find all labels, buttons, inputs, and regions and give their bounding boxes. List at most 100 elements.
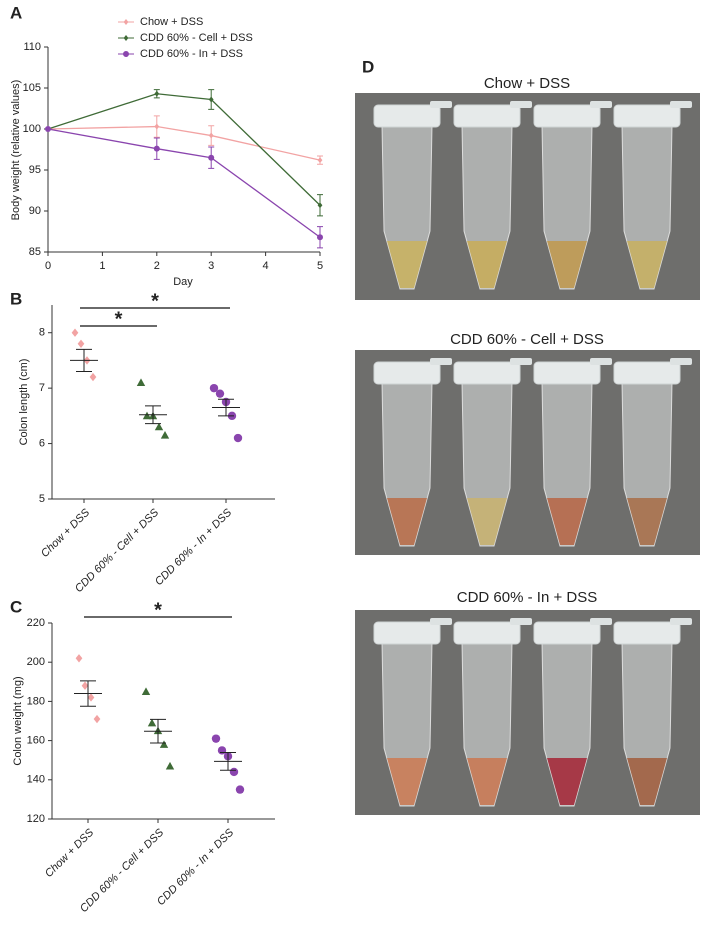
marker — [235, 785, 245, 794]
marker — [154, 90, 160, 97]
tube-liquid — [627, 241, 667, 288]
legend-label: CDD 60% - Cell + DSS — [140, 32, 253, 44]
tube-hinge — [670, 358, 692, 365]
series-line — [47, 128, 321, 238]
tube-liquid — [547, 241, 587, 288]
marker — [317, 202, 323, 209]
marker — [217, 746, 227, 755]
marker — [160, 431, 170, 439]
marker — [154, 123, 160, 130]
y-tick-label: 7 — [39, 382, 45, 394]
marker — [165, 761, 175, 770]
tube-liquid — [387, 758, 427, 805]
y-tick-label: 90 — [29, 205, 41, 217]
tube-cap — [613, 361, 681, 385]
y-tick-label: 120 — [27, 813, 45, 825]
error-bar — [80, 680, 96, 707]
tube-hinge — [590, 618, 612, 625]
error-bar — [150, 718, 166, 744]
y-axis-label: Body weight (relative values) — [10, 80, 22, 221]
y-tick-label: 6 — [39, 437, 45, 449]
y-tick-label: 160 — [27, 735, 45, 747]
tube-cap — [453, 361, 521, 385]
y-tick-label: 140 — [27, 774, 45, 786]
tube-hinge — [670, 101, 692, 108]
marker — [147, 718, 157, 727]
marker — [123, 51, 129, 57]
marker — [208, 96, 214, 103]
photo-title: CDD 60% - Cell + DSS — [450, 331, 604, 348]
panel-label: B — [10, 289, 22, 308]
marker — [154, 422, 164, 431]
marker — [209, 383, 219, 393]
error-bar — [220, 752, 236, 771]
error-bar — [76, 348, 92, 373]
tube-cap — [533, 104, 601, 128]
marker — [215, 389, 225, 398]
tube-liquid — [467, 241, 507, 288]
y-axis-label: Colon length (cm) — [18, 359, 30, 446]
tube-hinge — [670, 618, 692, 625]
tube-cap — [613, 104, 681, 128]
tube-hinge — [430, 358, 452, 365]
tube-hinge — [590, 358, 612, 365]
x-tick-label: 0 — [45, 260, 51, 272]
marker — [317, 234, 323, 241]
y-tick-label: 95 — [29, 164, 41, 176]
marker — [317, 157, 323, 164]
y-tick-label: 220 — [27, 617, 45, 629]
tube-liquid — [467, 758, 507, 805]
x-tick-label: CDD 60% - In + DSS — [153, 506, 235, 588]
tube-cap — [373, 361, 441, 385]
tube-liquid — [547, 758, 587, 805]
tube-hinge — [430, 101, 452, 108]
x-tick-label: 1 — [99, 260, 105, 272]
marker — [123, 35, 129, 41]
y-tick-label: 5 — [39, 493, 45, 505]
y-tick-label: 100 — [23, 123, 41, 135]
y-tick-label: 105 — [23, 82, 41, 94]
significance-label: * — [154, 599, 162, 621]
marker — [211, 734, 221, 743]
marker — [142, 411, 152, 420]
tube-hinge — [590, 101, 612, 108]
tube-cap — [533, 361, 601, 385]
x-tick-label: CDD 60% - In + DSS — [155, 826, 237, 908]
x-tick-label: Chow + DSS — [39, 506, 93, 560]
marker — [81, 681, 89, 690]
tube-liquid — [547, 498, 587, 545]
legend-label: Chow + DSS — [140, 16, 203, 28]
marker — [208, 132, 214, 139]
panel-label: A — [10, 3, 22, 22]
marker — [141, 687, 151, 695]
photo-title: Chow + DSS — [484, 75, 570, 92]
marker — [93, 714, 101, 724]
marker — [159, 740, 169, 748]
error-bar — [218, 398, 234, 417]
tube-hinge — [510, 618, 532, 625]
marker — [229, 767, 239, 777]
tube-liquid — [627, 498, 667, 545]
tube-hinge — [510, 101, 532, 108]
y-tick-label: 200 — [27, 656, 45, 668]
x-axis-label: Day — [173, 276, 193, 288]
marker — [87, 693, 95, 702]
x-tick-label: 4 — [263, 260, 269, 272]
tube-cap — [613, 621, 681, 645]
tube-hinge — [430, 618, 452, 625]
tube-liquid — [627, 758, 667, 805]
x-tick-label: 2 — [154, 260, 160, 272]
marker — [71, 328, 79, 337]
series-line — [47, 93, 321, 206]
y-tick-label: 85 — [29, 246, 41, 258]
photo-title: CDD 60% - In + DSS — [457, 589, 597, 606]
significance-label: * — [151, 290, 159, 312]
tube-cap — [373, 104, 441, 128]
y-axis-label: Colon weight (mg) — [12, 676, 24, 765]
tube-cap — [453, 621, 521, 645]
tube-cap — [453, 104, 521, 128]
tube-liquid — [387, 241, 427, 288]
tube-cap — [373, 621, 441, 645]
x-tick-label: Chow + DSS — [43, 826, 97, 880]
